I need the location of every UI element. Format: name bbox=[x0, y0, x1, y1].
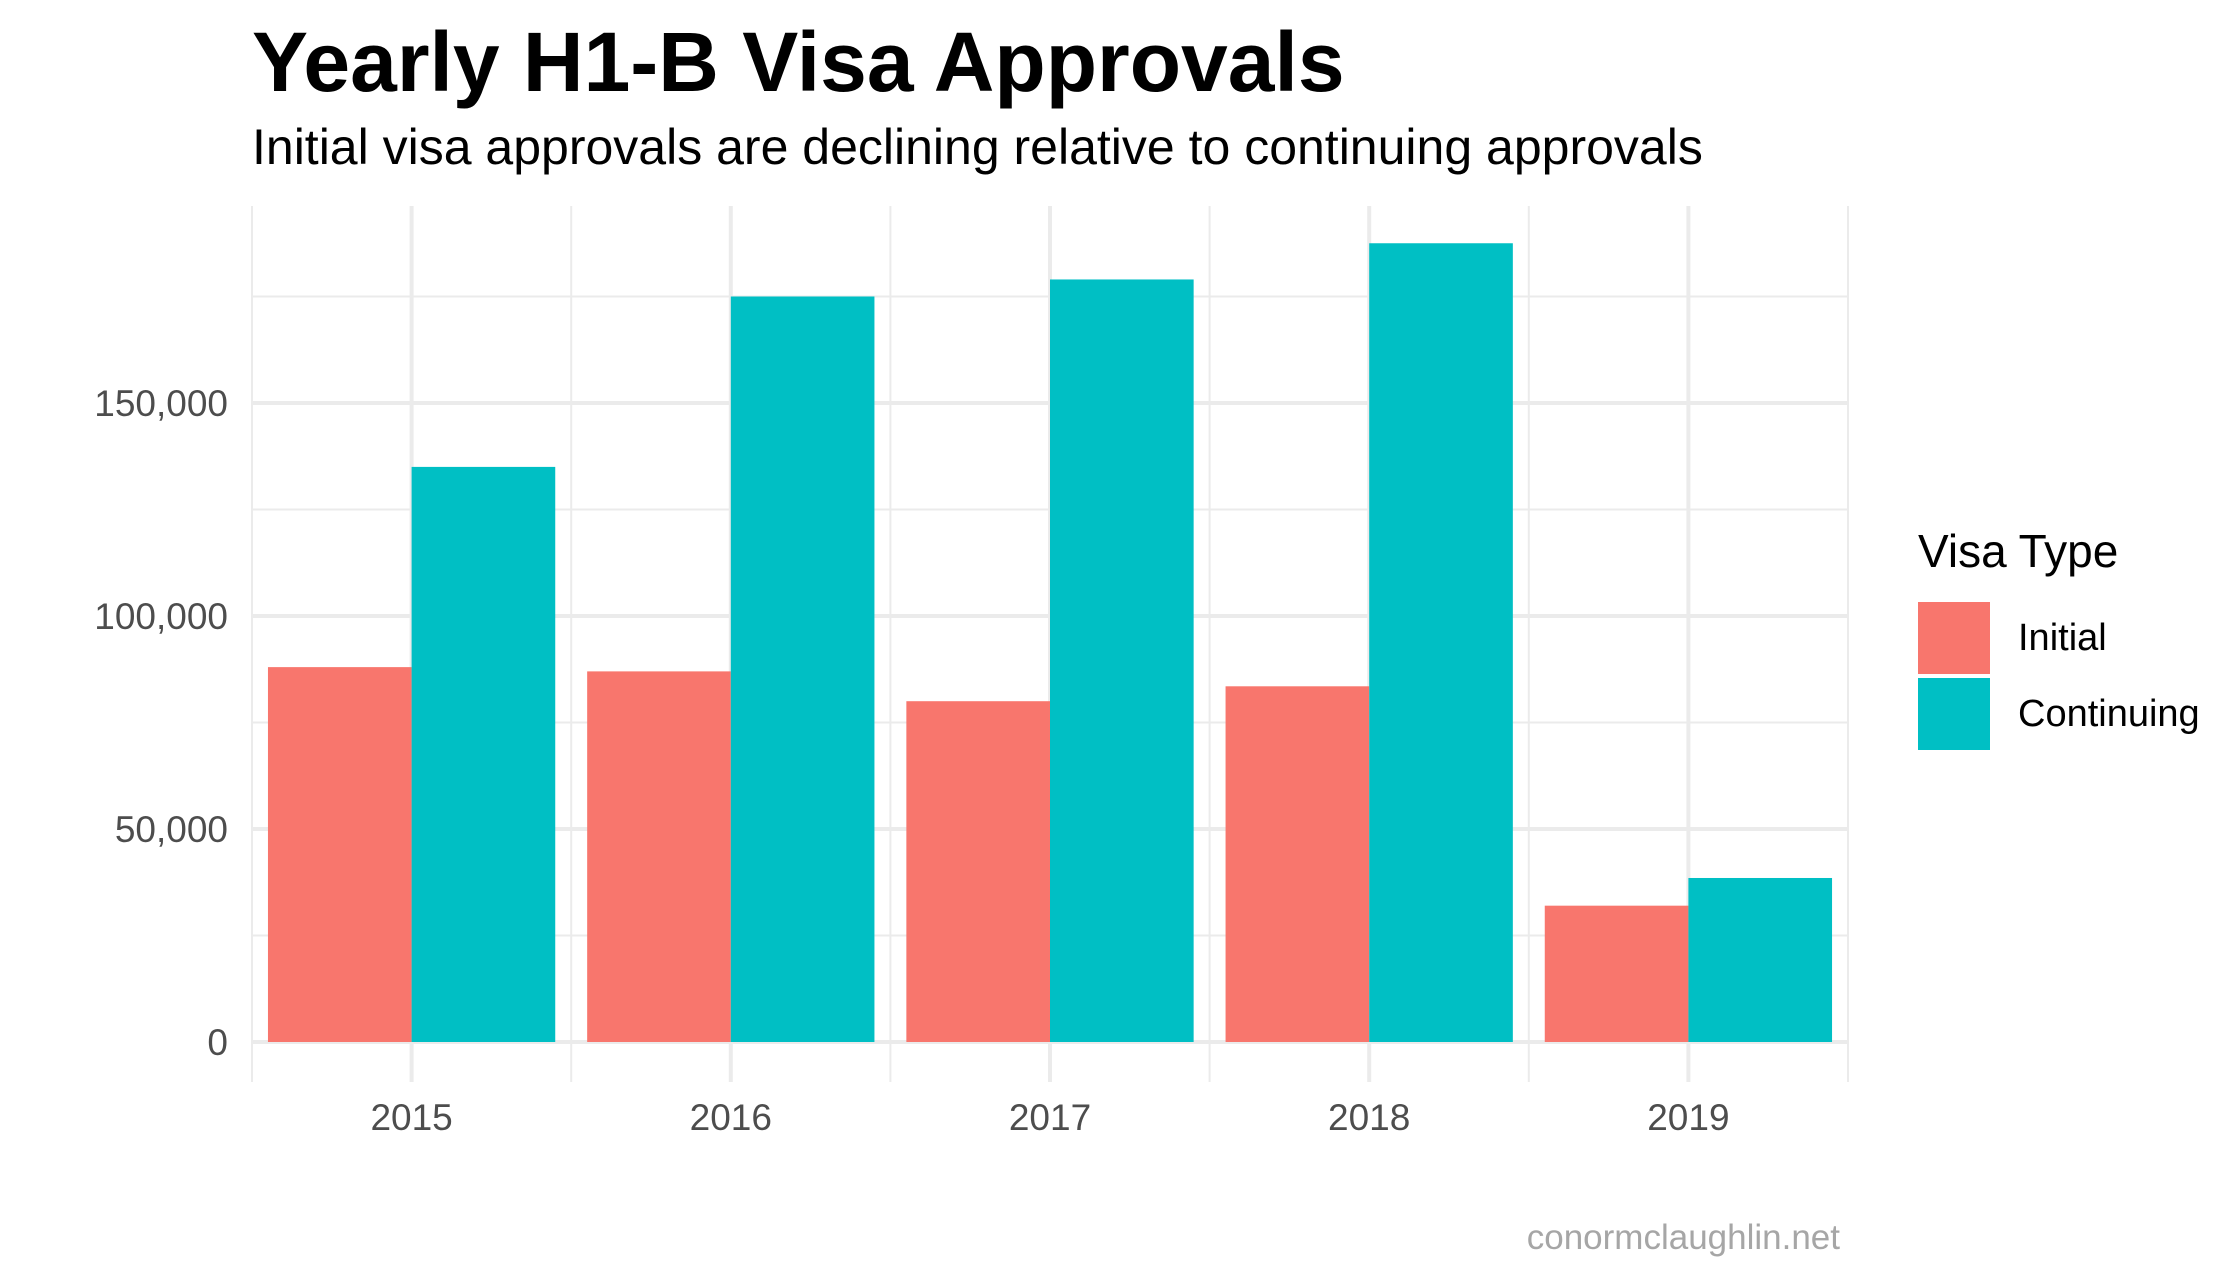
x-tick-label: 2016 bbox=[690, 1097, 772, 1138]
legend-item-continuing: Continuing bbox=[1918, 676, 2200, 752]
bar-initial-2017 bbox=[906, 701, 1050, 1042]
x-tick-label: 2017 bbox=[1009, 1097, 1091, 1138]
chart-subtitle: Initial visa approvals are declining rel… bbox=[252, 119, 1703, 175]
bar-initial-2016 bbox=[587, 671, 731, 1042]
bar-initial-2015 bbox=[267, 667, 412, 1042]
legend-label-continuing: Continuing bbox=[2018, 692, 2200, 735]
bar-initial-2018 bbox=[1225, 686, 1370, 1042]
bar-continuing-2017 bbox=[1050, 279, 1194, 1043]
legend-swatch-initial bbox=[1918, 602, 1990, 674]
bar-continuing-2016 bbox=[730, 296, 875, 1042]
bar-initial-2019 bbox=[1544, 905, 1689, 1042]
bar-continuing-2015 bbox=[411, 466, 556, 1042]
y-tick-label: 150,000 bbox=[94, 383, 228, 424]
legend: Visa Type Initial Continuing bbox=[1918, 524, 2200, 752]
legend-title: Visa Type bbox=[1918, 525, 2119, 577]
legend-swatch-continuing bbox=[1918, 678, 1990, 750]
x-tick-label: 2015 bbox=[370, 1097, 452, 1138]
x-tick-label: 2018 bbox=[1328, 1097, 1410, 1138]
bar-continuing-2019 bbox=[1688, 877, 1833, 1042]
y-tick-label: 100,000 bbox=[94, 596, 228, 637]
x-tick-label: 2019 bbox=[1647, 1097, 1729, 1138]
bar-continuing-2018 bbox=[1369, 243, 1513, 1042]
legend-item-initial: Initial bbox=[1918, 600, 2200, 676]
caption: conormclaughlin.net bbox=[1526, 1218, 1840, 1257]
legend-label-initial: Initial bbox=[2018, 616, 2107, 659]
y-tick-label: 0 bbox=[207, 1022, 228, 1063]
y-tick-label: 50,000 bbox=[115, 809, 228, 850]
chart-title: Yearly H1-B Visa Approvals bbox=[252, 15, 1345, 109]
